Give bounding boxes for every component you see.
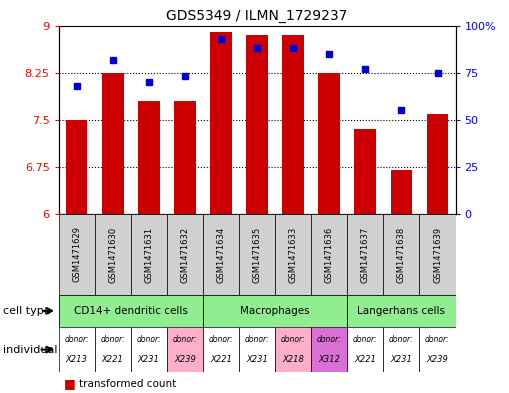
Bar <box>427 114 448 214</box>
Bar <box>239 214 275 295</box>
Bar <box>210 32 232 214</box>
Text: GSM1471637: GSM1471637 <box>361 226 370 283</box>
Bar <box>138 101 160 214</box>
Bar <box>275 214 311 295</box>
Bar <box>95 214 131 295</box>
Bar <box>354 129 376 214</box>
Bar <box>59 327 95 372</box>
Bar <box>102 73 124 214</box>
Bar <box>203 214 239 295</box>
Text: X218: X218 <box>282 355 304 364</box>
Bar <box>390 170 412 214</box>
Text: donor:: donor: <box>425 335 450 344</box>
Text: ■: ■ <box>64 377 79 391</box>
Text: X221: X221 <box>354 355 376 364</box>
Text: GSM1471632: GSM1471632 <box>180 226 189 283</box>
Text: CD14+ dendritic cells: CD14+ dendritic cells <box>74 306 188 316</box>
Text: X312: X312 <box>318 355 340 364</box>
Bar <box>203 327 239 372</box>
Text: donor:: donor: <box>64 335 89 344</box>
Text: GSM1471639: GSM1471639 <box>433 226 442 283</box>
Bar <box>383 214 419 295</box>
Bar <box>131 214 167 295</box>
Bar <box>174 101 195 214</box>
Text: X213: X213 <box>66 355 88 364</box>
Bar <box>167 214 203 295</box>
Text: X231: X231 <box>246 355 268 364</box>
Bar <box>347 295 456 327</box>
Text: X221: X221 <box>210 355 232 364</box>
Text: GSM1471634: GSM1471634 <box>216 226 225 283</box>
Bar <box>167 327 203 372</box>
Text: X231: X231 <box>138 355 160 364</box>
Bar <box>66 120 88 214</box>
Text: Langerhans cells: Langerhans cells <box>357 306 445 316</box>
Bar <box>275 327 311 372</box>
Title: GDS5349 / ILMN_1729237: GDS5349 / ILMN_1729237 <box>166 9 348 23</box>
Text: donor:: donor: <box>245 335 269 344</box>
Text: X239: X239 <box>174 355 196 364</box>
Bar <box>347 214 383 295</box>
Bar <box>282 35 304 214</box>
Text: donor:: donor: <box>209 335 233 344</box>
Text: GSM1471631: GSM1471631 <box>144 226 153 283</box>
Bar <box>419 327 456 372</box>
Bar <box>311 327 347 372</box>
Bar <box>59 295 203 327</box>
Text: donor:: donor: <box>353 335 378 344</box>
Text: GSM1471638: GSM1471638 <box>397 226 406 283</box>
Bar <box>319 73 340 214</box>
Text: donor:: donor: <box>389 335 414 344</box>
Text: transformed count: transformed count <box>79 379 176 389</box>
Text: donor:: donor: <box>100 335 125 344</box>
Text: GSM1471629: GSM1471629 <box>72 226 81 283</box>
Text: cell type: cell type <box>3 306 50 316</box>
Bar <box>246 35 268 214</box>
Text: donor:: donor: <box>136 335 161 344</box>
Text: X239: X239 <box>427 355 448 364</box>
Text: GSM1471635: GSM1471635 <box>252 226 262 283</box>
Bar <box>383 327 419 372</box>
Text: individual: individual <box>3 345 57 354</box>
Text: donor:: donor: <box>281 335 305 344</box>
Text: donor:: donor: <box>173 335 197 344</box>
Bar <box>59 214 95 295</box>
Text: Macrophages: Macrophages <box>240 306 310 316</box>
Text: GSM1471633: GSM1471633 <box>289 226 298 283</box>
Bar <box>131 327 167 372</box>
Text: GSM1471636: GSM1471636 <box>325 226 334 283</box>
Bar <box>419 214 456 295</box>
Bar <box>311 214 347 295</box>
Bar <box>95 327 131 372</box>
Bar <box>239 327 275 372</box>
Bar <box>203 295 347 327</box>
Text: GSM1471630: GSM1471630 <box>108 226 117 283</box>
Text: donor:: donor: <box>317 335 342 344</box>
Bar <box>347 327 383 372</box>
Text: X231: X231 <box>390 355 412 364</box>
Text: X221: X221 <box>102 355 124 364</box>
